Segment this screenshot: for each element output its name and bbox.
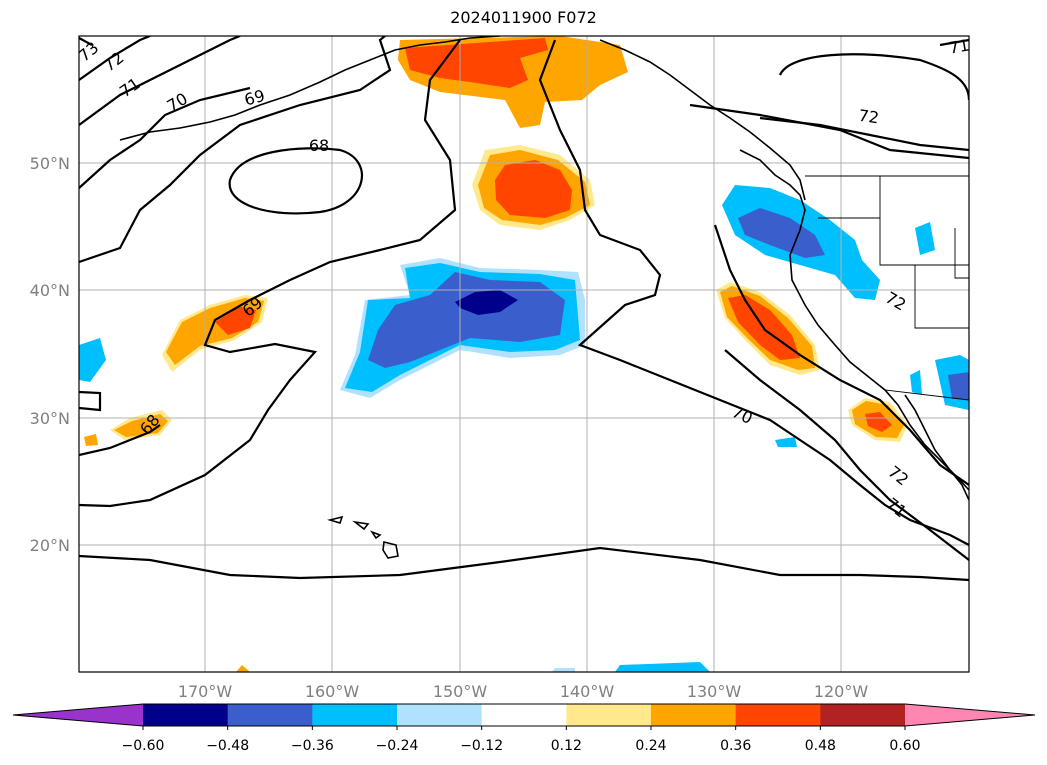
colorbar-tick-label: −0.60 (122, 738, 165, 754)
colorbar-tick-label: 0.60 (889, 738, 920, 754)
lon-label-140w: 140°W (560, 682, 615, 701)
colorbar-extend-min (13, 704, 143, 726)
colorbar-tick-label: 0.36 (720, 738, 751, 754)
colorbar-extend-max (905, 704, 1035, 726)
colorbar-tick-label: −0.12 (460, 738, 503, 754)
political-borders (805, 175, 969, 401)
contour-label-69: 69 (242, 86, 267, 110)
negative-anomaly-pacific-northwest-core (738, 208, 825, 258)
lat-label-50n: 50°N (30, 154, 70, 173)
colorbar-segment (143, 704, 229, 726)
contour-69 (79, 36, 392, 264)
contour-72-east (778, 53, 969, 101)
colorbar-segment (820, 704, 906, 726)
contour-label-71-ne: 71 (947, 35, 970, 57)
contour-68-west (79, 424, 161, 457)
lat-label-20n: 20°N (30, 536, 70, 555)
colorbar-segment (566, 704, 652, 726)
colorbar-tick-label: −0.36 (291, 738, 334, 754)
contour-70-main (538, 39, 969, 546)
coastline-baja-gulf (904, 394, 969, 501)
coastline-alaska-south (394, 36, 501, 51)
lon-label-160w: 160°W (305, 682, 360, 701)
negative-anomaly-small-coast (910, 370, 922, 395)
colorbar-tick-label: 0.12 (551, 738, 582, 754)
positive-anomaly-west-40n-core (215, 307, 256, 335)
lat-label-40n: 40°N (30, 281, 70, 300)
coastline-british-columbia (739, 149, 806, 211)
contour-68-ring (228, 147, 364, 215)
coastline-hawaii-2 (352, 520, 370, 531)
negative-anomaly-southwest-core (948, 372, 969, 400)
contour-71-west (79, 36, 241, 126)
negative-anomaly-small-center (775, 437, 797, 447)
lat-label-30n: 30°N (30, 409, 70, 428)
contour-71-coast (689, 103, 969, 160)
graticule (79, 36, 969, 672)
anomaly-shading (79, 36, 969, 672)
lon-label-150w: 150°W (433, 682, 488, 701)
lon-label-170w: 170°W (178, 682, 233, 701)
longitude-labels: 170°W 160°W 150°W 140°W 130°W 120°W (178, 682, 869, 701)
contour-west-loop (79, 390, 102, 412)
border-state-3 (914, 265, 969, 329)
colorbar-tick-label: −0.24 (376, 738, 419, 754)
coastline-hawaii-4 (382, 541, 399, 559)
colorbar-segment (481, 704, 567, 726)
contour-72-west (79, 36, 151, 81)
positive-anomaly-north-pacific-core (495, 160, 572, 218)
contour-71-east (724, 349, 969, 561)
negative-anomaly-central-pacific-inner (368, 272, 565, 368)
contour-label-68: 68 (309, 136, 329, 155)
positive-anomaly-gulf-alaska-core (405, 38, 548, 88)
negative-anomaly-south-edge (615, 662, 710, 672)
contour-69-loop (79, 39, 461, 508)
negative-anomaly-south-edge-2 (552, 668, 575, 672)
contour-72-ne (939, 38, 969, 47)
colorbar-segment (312, 704, 398, 726)
colorbar-tick-label: 0.48 (805, 738, 836, 754)
coastline-southeast-alaska (599, 39, 806, 201)
colorbar-tick-label: 0.24 (635, 738, 666, 754)
positive-anomaly-west-30n-mid (114, 414, 168, 437)
colorbar-segment (651, 704, 737, 726)
coastline-hawaii-3 (369, 530, 382, 540)
border-state-4 (954, 228, 969, 279)
colorbar-segment (227, 704, 313, 726)
contour-label-72-east: 72 (857, 106, 880, 128)
height-contours (79, 36, 969, 582)
border-state-1 (879, 176, 969, 266)
coastlines (119, 36, 969, 559)
negative-anomaly-central-pacific-core (455, 290, 518, 315)
map-frame (78, 35, 970, 673)
contour-70-west (79, 86, 251, 189)
colorbar-segment (735, 704, 821, 726)
contour-bottom (79, 546, 969, 582)
latitude-labels: 50°N 40°N 30°N 20°N (30, 154, 70, 555)
coastline-hawaii-1 (326, 515, 344, 524)
positive-anomaly-baja-core (865, 412, 892, 432)
contour-73 (79, 37, 93, 46)
lon-label-130w: 130°W (687, 682, 742, 701)
positive-anomaly-west-small (84, 434, 98, 446)
colorbar: −0.60 −0.48 −0.36 −0.24 −0.12 0.12 0.24 0.36 0.4… (12, 703, 1036, 754)
map-panel: 73 72 71 70 69 68 69 68 72 72 72 71 70 7… (79, 35, 970, 672)
contour-72-coast (713, 224, 969, 486)
figure-title: 2024011900 F072 (450, 8, 597, 27)
border-us-mexico (884, 389, 969, 401)
colorbar-segment (397, 704, 483, 726)
positive-anomaly-south-small (236, 665, 250, 672)
coastline-us-west (789, 209, 969, 491)
colorbar-tick-label: −0.48 (206, 738, 249, 754)
negative-anomaly-west-edge (79, 338, 106, 382)
lon-label-120w: 120°W (814, 682, 869, 701)
negative-anomaly-nevada (915, 222, 935, 255)
coastline-aleutians (119, 49, 396, 141)
